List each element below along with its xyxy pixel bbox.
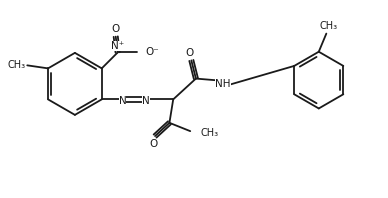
Text: N: N [119,96,126,106]
Text: CH₃: CH₃ [201,128,219,138]
Text: NH: NH [215,79,231,89]
Text: N: N [142,96,150,106]
Text: CH₃: CH₃ [319,21,337,31]
Text: CH₃: CH₃ [8,60,26,69]
Text: O: O [149,139,157,149]
Text: O: O [112,24,120,34]
Text: O⁻: O⁻ [146,48,159,57]
Text: N⁺: N⁺ [111,41,125,51]
Text: O: O [185,48,194,58]
